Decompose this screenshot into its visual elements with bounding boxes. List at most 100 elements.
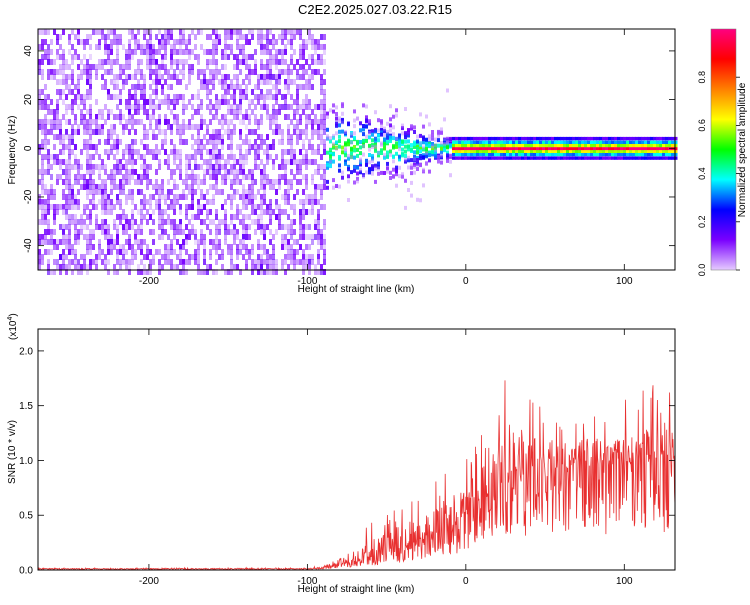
spectrogram-cell xyxy=(152,79,155,85)
spectrogram-cell xyxy=(131,224,134,230)
spectrogram-cell xyxy=(65,269,68,275)
spectrogram-cell xyxy=(533,146,537,151)
spectrogram-cell xyxy=(110,124,113,130)
spectrogram-cell xyxy=(185,39,188,45)
spectrogram-cell xyxy=(302,144,305,150)
spectrogram-cell xyxy=(281,164,284,170)
spectrogram-cell xyxy=(104,264,107,270)
spectrogram-cell xyxy=(308,199,311,205)
spectrogram-cell xyxy=(68,244,71,250)
spectrogram-cell xyxy=(95,69,98,75)
spectrogram-cell xyxy=(506,140,510,144)
spectrogram-cell xyxy=(476,140,480,144)
spectrogram-cell xyxy=(209,49,212,55)
spectrogram-cell xyxy=(89,239,92,245)
spectrogram-cell xyxy=(86,139,89,145)
spectrogram-cell xyxy=(113,239,116,245)
spectrogram-cell xyxy=(95,44,98,50)
spectrogram-cell xyxy=(221,254,224,260)
spectrogram-cell xyxy=(104,169,107,175)
spectrogram-cell xyxy=(122,189,125,195)
spectrogram-cell xyxy=(236,59,239,65)
spectrogram-cell xyxy=(53,114,56,120)
spectrogram-cell xyxy=(182,189,185,195)
spectrogram-cell xyxy=(533,136,537,141)
spectrogram-cell xyxy=(107,34,110,40)
spectrogram-cell xyxy=(98,189,101,195)
spectrogram-cell xyxy=(248,169,251,175)
spectrogram-cell xyxy=(182,49,185,55)
spectrogram-cell xyxy=(557,140,561,144)
spectrogram-cell xyxy=(107,114,110,120)
spectrogram-cell xyxy=(500,140,504,144)
spectrogram-cell xyxy=(257,164,260,170)
spectrogram-cell xyxy=(404,131,407,136)
spectrogram-cell xyxy=(338,163,341,168)
spectrogram-cell xyxy=(224,29,227,35)
spectrogram-cell xyxy=(305,209,308,215)
spectrogram-cell xyxy=(167,74,170,80)
spectrogram-cell xyxy=(305,199,308,205)
spectrogram-cell xyxy=(89,134,92,140)
spectrogram-cell xyxy=(341,170,344,175)
spectrogram-cell xyxy=(59,79,62,85)
spectrogram-cell xyxy=(614,143,618,148)
spectrogram-cell xyxy=(107,269,110,275)
spectrogram-cell xyxy=(596,136,600,141)
spectrogram-cell xyxy=(320,194,323,200)
spectrogram-cell xyxy=(299,34,302,40)
spectrogram-cell xyxy=(299,209,302,215)
spectrogram-cell xyxy=(149,214,152,220)
spectrogram-cell xyxy=(188,229,191,235)
x-tick-label: -100 xyxy=(297,276,317,287)
spectrogram-cell xyxy=(158,79,161,85)
spectrogram-cell xyxy=(314,149,317,155)
spectrogram-cell xyxy=(284,149,287,155)
spectrogram-cell xyxy=(449,154,452,159)
spectrogram-cell xyxy=(389,149,392,154)
spectrogram-cell xyxy=(41,139,44,145)
spectrogram-cell xyxy=(158,204,161,210)
spectrogram-cell xyxy=(266,144,269,150)
spectrogram-cell xyxy=(149,259,152,265)
spectrogram-cell xyxy=(290,134,293,140)
spectrogram-cell xyxy=(296,84,299,90)
spectrogram-cell xyxy=(320,59,323,65)
spectrogram-cell xyxy=(206,84,209,90)
spectrogram-cell xyxy=(116,39,119,45)
spectrogram-cell xyxy=(323,79,326,85)
spectrogram-cell xyxy=(182,269,185,275)
spectrogram-cell xyxy=(155,64,158,70)
spectrogram-cell xyxy=(68,189,71,195)
spectrogram-cell xyxy=(143,44,146,50)
spectrogram-cell xyxy=(395,165,398,170)
spectrogram-cell xyxy=(650,156,654,160)
spectrogram-cell xyxy=(116,169,119,175)
spectrogram-cell xyxy=(83,64,86,70)
spectrogram-cell xyxy=(197,204,200,210)
spectrogram-cell xyxy=(188,119,191,125)
spectrogram-cell xyxy=(170,109,173,115)
spectrogram-cell xyxy=(230,34,233,40)
spectrogram-cell xyxy=(41,169,44,175)
spectrogram-cell xyxy=(503,136,507,141)
spectrogram-cell xyxy=(68,229,71,235)
spectrogram-cell xyxy=(77,264,80,270)
spectrogram-cell xyxy=(485,152,489,157)
spectrogram-cell xyxy=(644,152,648,157)
spectrogram-cell xyxy=(110,59,113,65)
spectrogram-cell xyxy=(293,149,296,155)
spectrogram-cell xyxy=(590,149,594,153)
spectrogram-cell xyxy=(620,149,624,153)
spectrogram-cell xyxy=(389,176,392,180)
spectrogram-cell xyxy=(281,159,284,165)
spectrogram-cell xyxy=(383,133,386,138)
spectrogram-cell xyxy=(590,143,594,148)
spectrogram-cell xyxy=(269,49,272,55)
spectrogram-cell xyxy=(89,69,92,75)
spectrogram-cell xyxy=(200,154,203,160)
spectrogram-cell xyxy=(80,229,83,235)
spectrogram-cell xyxy=(671,143,675,148)
spectrogram-cell xyxy=(467,140,471,144)
spectrogram-cell xyxy=(191,254,194,260)
